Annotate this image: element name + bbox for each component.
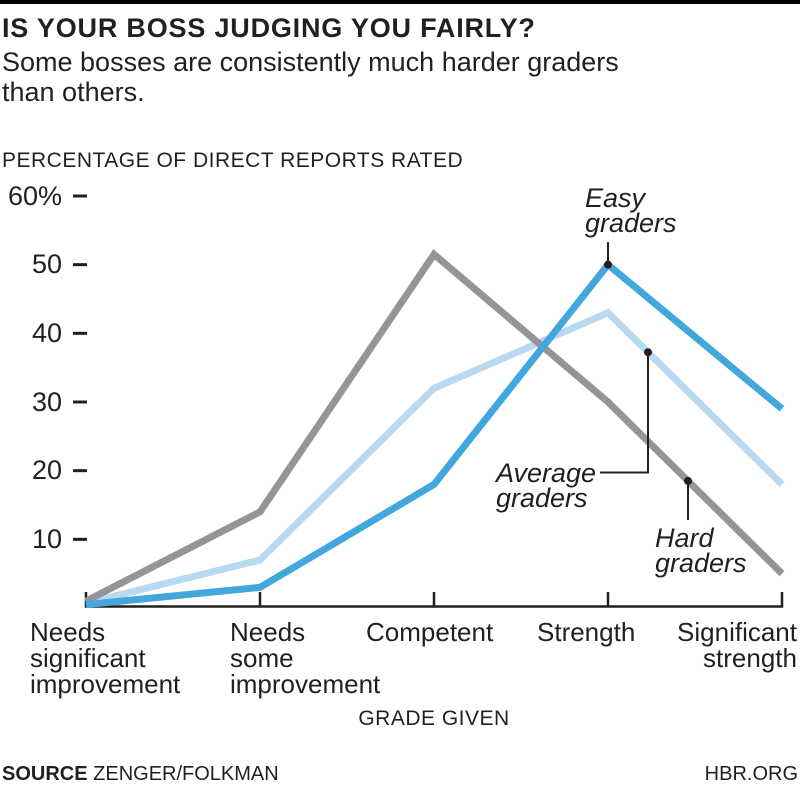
- chart-title: IS YOUR BOSS JUDGING YOU FAIRLY?: [2, 13, 536, 43]
- y-tick-label: 20: [31, 455, 62, 486]
- site-label: HBR.ORG: [704, 763, 798, 785]
- y-tick-label: 10: [31, 523, 62, 554]
- series-line-easy-graders: [85, 259, 785, 609]
- y-axis-title: PERCENTAGE OF DIRECT REPORTS RATED: [2, 149, 464, 172]
- x-category-label: Needs some improvement: [230, 617, 381, 699]
- annotation-pointer-average: [600, 355, 649, 474]
- series-line-hard-graders: [84, 249, 785, 605]
- hard-graders-annotation-label: Hard graders: [655, 523, 747, 578]
- x-category-label: Competent: [366, 617, 494, 647]
- x-category-label: Needs significant improvement: [30, 617, 181, 699]
- annotation-dot-hard: [684, 476, 692, 485]
- chart-subtitle: Some bosses are consistently much harder…: [2, 47, 619, 107]
- x-category-label: Strength: [537, 617, 636, 647]
- y-tick-label: 60%: [7, 180, 62, 211]
- annotation-dot-average: [644, 348, 652, 357]
- annotation-dot-easy: [604, 260, 612, 269]
- y-tick-label: 40: [31, 317, 62, 348]
- x-axis-title: GRADE GIVEN: [358, 707, 510, 730]
- x-category-label: Significant strength: [677, 617, 797, 673]
- top-accent-bar: [0, 0, 800, 4]
- average-graders-annotation-label: Average graders: [496, 458, 597, 513]
- easy-graders-annotation-label: Easy graders: [585, 183, 677, 238]
- source-label: SOURCE: [2, 763, 88, 785]
- source-line: SOURCE ZENGER/FOLKMAN: [2, 763, 279, 786]
- source-value: ZENGER/FOLKMAN: [93, 763, 279, 785]
- series-line-average-graders: [85, 308, 785, 607]
- y-tick-label: 50: [31, 249, 62, 280]
- y-tick-label: 30: [31, 386, 62, 417]
